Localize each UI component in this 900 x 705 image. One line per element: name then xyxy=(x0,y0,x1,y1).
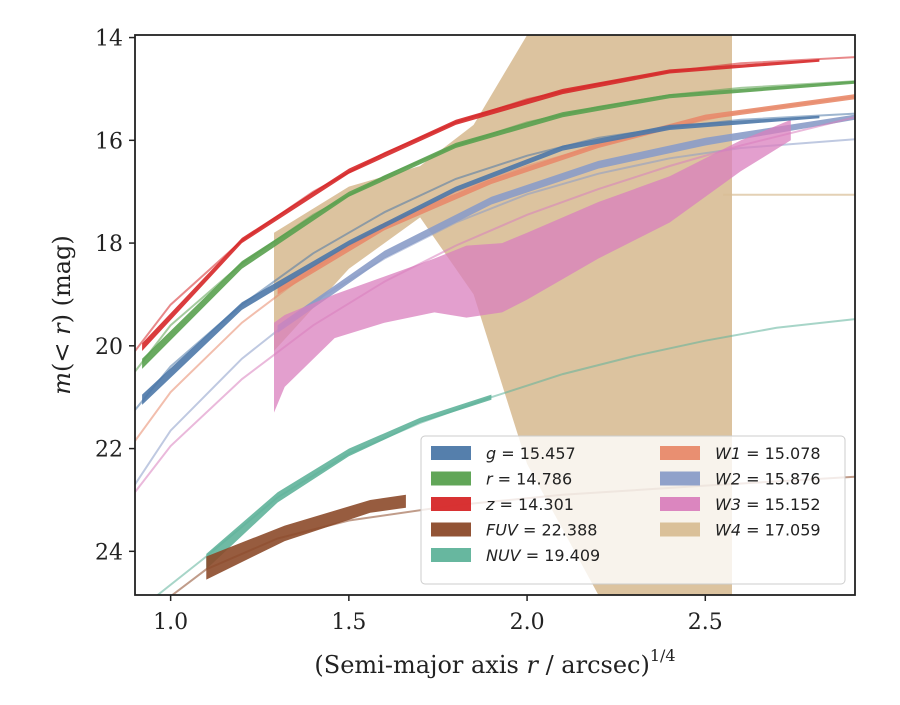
band-fuv xyxy=(206,494,406,580)
legend-swatch-w1 xyxy=(660,446,700,460)
legend-label-r: r = 14.786 xyxy=(486,470,572,489)
y-tick-label: 18 xyxy=(95,232,123,257)
y-tick-label: 22 xyxy=(95,438,123,463)
band-w3 xyxy=(274,119,791,413)
x-tick-label: 1.0 xyxy=(153,610,188,635)
legend-swatch-r xyxy=(431,471,471,486)
legend-swatch-w4 xyxy=(660,522,700,537)
axes: 1.0 1.5 2.0 2.5 14 16 18 20 22 24 (Semi-major axis… xyxy=(48,27,856,679)
model-curve-w2 xyxy=(135,138,855,486)
legend-box xyxy=(420,435,846,585)
legend-label-z: z = 14.301 xyxy=(485,495,574,514)
legend-label-w2: W2 = 15.876 xyxy=(715,470,821,489)
legend-label-w3: W3 = 15.152 xyxy=(715,495,821,514)
x-tick-label: 2.5 xyxy=(688,610,723,635)
legend-swatch-w3 xyxy=(660,497,700,511)
legend-swatch-fuv xyxy=(431,522,471,537)
x-axis-title: (Semi-major axis r / arcsec)1/4 xyxy=(314,646,675,679)
plot-frame xyxy=(134,34,856,596)
x-tick-label: 2.0 xyxy=(510,610,545,635)
legend-swatch-z xyxy=(431,497,471,511)
legend-label-fuv: FUV = 22.388 xyxy=(486,521,597,540)
legend-label-g: g = 15.457 xyxy=(486,444,576,463)
y-tick-label: 20 xyxy=(95,335,123,360)
legend-label-nuv: NUV = 19.409 xyxy=(486,546,600,565)
y-tick-label: 16 xyxy=(95,129,123,154)
legend-label-w4: W4 = 17.059 xyxy=(715,521,821,540)
model-curve-w3 xyxy=(135,116,855,493)
band-z xyxy=(142,59,820,351)
legend-swatch-w2 xyxy=(660,471,700,486)
y-tick-label: 14 xyxy=(95,27,123,52)
legend: g = 15.457 r = 14.786 z = 14.301 FUV = 22.3… xyxy=(420,435,846,585)
legend-swatch-nuv xyxy=(431,548,471,562)
legend-label-w1: W1 = 15.078 xyxy=(715,444,821,463)
y-axis-title: m(< r) (mag) xyxy=(48,235,76,395)
legend-swatch-g xyxy=(431,446,471,460)
y-tick-label: 24 xyxy=(95,540,123,565)
x-tick-label: 1.5 xyxy=(331,610,366,635)
